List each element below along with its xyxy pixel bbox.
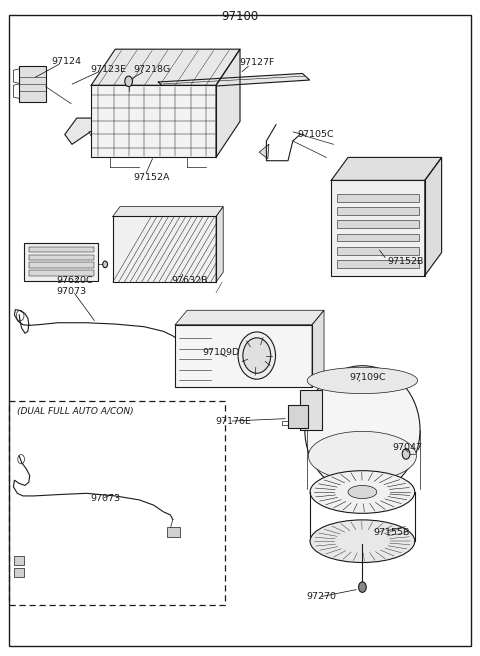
Bar [24,243,98,281]
Circle shape [359,582,366,592]
Polygon shape [331,157,442,180]
Ellipse shape [310,471,415,513]
Bar [29,262,94,268]
Bar [175,325,312,387]
Ellipse shape [243,338,271,373]
Text: 97176E: 97176E [215,417,251,426]
Bar [300,390,322,430]
Text: 97105C: 97105C [298,130,334,139]
Bar [14,568,24,577]
Bar [113,216,216,282]
Bar [337,234,419,241]
Circle shape [125,76,132,87]
Text: 97152A: 97152A [133,173,170,182]
Polygon shape [91,49,240,85]
Polygon shape [158,73,310,89]
Circle shape [402,449,410,459]
Bar [14,556,24,565]
Text: 97218G: 97218G [133,65,171,74]
Text: (DUAL FULL AUTO A/CON): (DUAL FULL AUTO A/CON) [17,407,134,416]
Text: 97270: 97270 [306,592,336,602]
Bar [91,85,216,157]
Bar [337,194,419,202]
Text: 97073: 97073 [90,494,120,503]
Ellipse shape [310,520,415,563]
Text: 97620C: 97620C [57,276,93,285]
Text: 97109D: 97109D [203,348,240,358]
Bar [29,255,94,260]
Bar [19,66,46,102]
Text: 97152B: 97152B [388,256,424,266]
Text: 97124: 97124 [52,57,82,66]
Bar [331,180,425,276]
Text: 97155B: 97155B [373,528,410,537]
Bar [337,220,419,228]
Bar [337,207,419,215]
Ellipse shape [348,485,377,499]
Text: 97123E: 97123E [90,65,126,74]
Text: 97047: 97047 [393,443,422,452]
Bar [337,247,419,255]
Text: 97127F: 97127F [239,58,275,68]
Polygon shape [312,310,324,387]
Polygon shape [259,144,269,159]
Circle shape [103,261,108,268]
Text: 97632B: 97632B [172,276,208,285]
Ellipse shape [238,332,276,379]
Bar [337,260,419,268]
Bar [288,405,308,428]
Polygon shape [113,207,223,216]
Polygon shape [175,310,324,325]
Text: 97073: 97073 [57,287,87,296]
Polygon shape [65,118,91,144]
Bar [180,334,193,346]
Bar [9,401,225,605]
Bar [29,270,94,276]
Bar [167,527,180,537]
Ellipse shape [308,432,416,480]
Text: 97100: 97100 [221,10,259,23]
Ellipse shape [305,366,420,493]
Bar [29,247,94,252]
Text: 97109C: 97109C [349,373,386,382]
Ellipse shape [307,367,418,394]
Polygon shape [425,157,442,276]
Polygon shape [216,207,223,282]
Polygon shape [216,49,240,157]
